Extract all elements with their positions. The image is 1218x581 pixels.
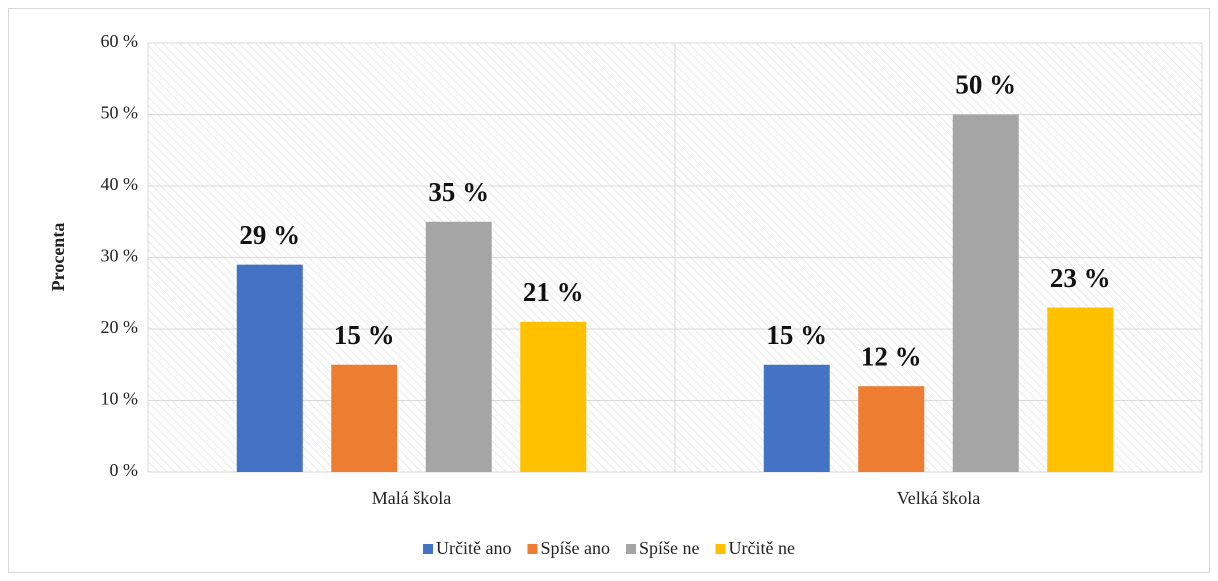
legend-swatch: [527, 544, 538, 554]
y-tick-label: 30 %: [101, 246, 139, 266]
data-label: 12 %: [861, 341, 922, 371]
data-label: 50 %: [955, 70, 1016, 100]
data-label: 21 %: [523, 277, 584, 307]
bar: [425, 221, 492, 472]
legend-swatch: [715, 544, 726, 554]
y-tick-label: 20 %: [101, 317, 139, 337]
data-label: 15 %: [334, 320, 395, 350]
y-tick-label: 0 %: [110, 460, 139, 480]
data-label: 29 %: [239, 220, 300, 250]
bar: [236, 264, 303, 472]
legend-label: Určitě ano: [436, 538, 511, 558]
bar: [858, 386, 925, 472]
bar: [1047, 307, 1114, 472]
x-tick-label: Velká škola: [897, 488, 980, 508]
y-tick-label: 40 %: [101, 174, 139, 194]
bar: [763, 364, 830, 472]
legend-label: Určitě ne: [729, 538, 795, 558]
y-axis-label: Procenta: [48, 223, 68, 292]
bar: [331, 364, 398, 472]
y-tick-label: 50 %: [101, 103, 139, 123]
bar: [520, 321, 587, 472]
data-label: 35 %: [428, 177, 489, 207]
bar: [952, 114, 1019, 472]
legend-label: Spíše ano: [541, 538, 611, 558]
y-tick-label: 10 %: [101, 389, 139, 409]
data-label: 15 %: [766, 320, 827, 350]
legend-swatch: [423, 544, 434, 554]
x-tick-label: Malá škola: [372, 488, 451, 508]
y-tick-label: 60 %: [101, 31, 139, 51]
data-label: 23 %: [1050, 263, 1111, 293]
legend-swatch: [626, 544, 636, 554]
legend-label: Spíše ne: [639, 538, 700, 558]
